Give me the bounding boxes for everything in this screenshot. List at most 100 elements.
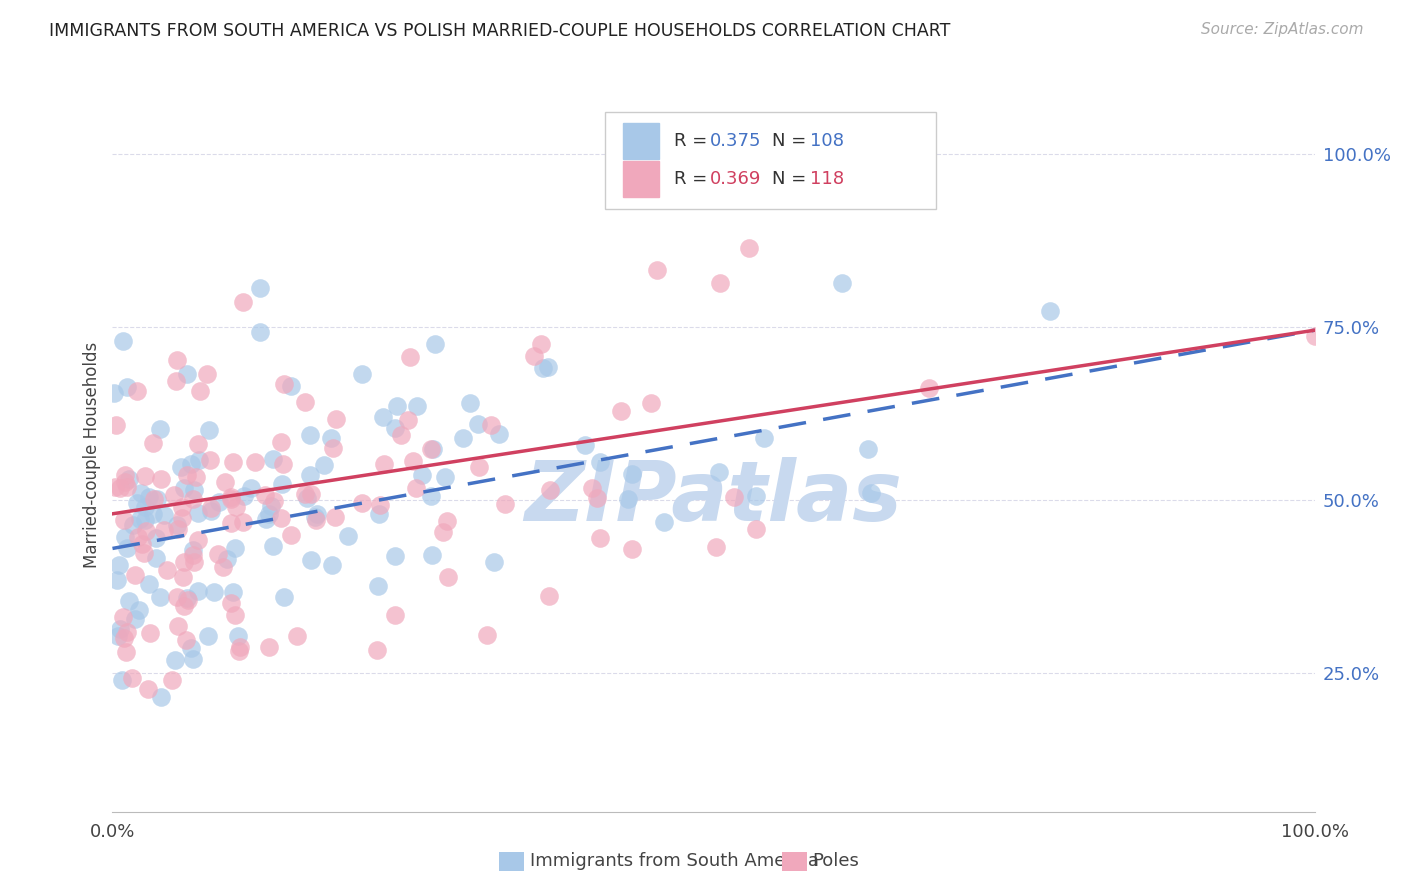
Point [214, 475, 236, 489]
Point [228, 644, 250, 658]
Point [616, 491, 638, 506]
Point [176, 368, 198, 382]
Point [183, 555, 205, 569]
Point [134, 513, 156, 527]
Point [145, 531, 167, 545]
Point [166, 352, 188, 367]
Point [187, 506, 209, 520]
Point [323, 509, 346, 524]
Point [174, 633, 197, 648]
Point [738, 241, 761, 255]
Point [128, 603, 150, 617]
Point [530, 337, 553, 351]
Point [406, 399, 429, 413]
Point [129, 486, 152, 500]
Point [384, 549, 406, 564]
Point [432, 524, 454, 539]
Point [127, 495, 149, 509]
Point [111, 673, 134, 687]
Point [745, 522, 768, 536]
Point [336, 528, 359, 542]
Point [260, 499, 283, 513]
Point [197, 423, 219, 437]
Point [108, 558, 131, 573]
Point [437, 569, 460, 583]
Point [294, 394, 316, 409]
Point [183, 491, 205, 506]
Point [537, 359, 560, 374]
Point [263, 494, 285, 508]
Point [118, 472, 141, 486]
Point [129, 512, 152, 526]
Point [468, 460, 491, 475]
Point [111, 334, 134, 349]
Point [115, 380, 138, 394]
Point [257, 508, 280, 522]
Point [458, 395, 481, 409]
Point [114, 530, 136, 544]
Point [273, 590, 295, 604]
Point [436, 514, 458, 528]
Point [420, 489, 443, 503]
Point [138, 490, 160, 504]
Point [114, 645, 136, 659]
Point [139, 626, 162, 640]
Text: 118: 118 [810, 169, 844, 187]
Point [215, 552, 238, 566]
Point [589, 455, 612, 469]
Point [304, 510, 326, 524]
Point [195, 367, 218, 381]
Point [484, 555, 506, 569]
Point [488, 426, 510, 441]
Point [208, 495, 231, 509]
Point [187, 584, 209, 599]
Point [187, 533, 209, 548]
Point [321, 558, 343, 573]
Point [143, 491, 166, 506]
Text: 0.369: 0.369 [710, 169, 761, 187]
Point [752, 431, 775, 445]
Point [136, 682, 159, 697]
Point [262, 452, 284, 467]
Point [149, 690, 172, 704]
Point [280, 527, 302, 541]
Point [188, 453, 211, 467]
Text: ZIPatlas: ZIPatlas [524, 458, 903, 538]
Point [387, 399, 409, 413]
Point [918, 381, 941, 395]
Point [451, 431, 474, 445]
Text: 108: 108 [810, 132, 844, 150]
Point [640, 396, 662, 410]
Point [366, 643, 388, 657]
Point [270, 434, 292, 449]
Point [224, 541, 246, 556]
Point [127, 384, 149, 399]
Point [384, 608, 406, 623]
Point [620, 541, 643, 556]
Point [574, 438, 596, 452]
Point [112, 631, 135, 645]
Point [350, 367, 373, 381]
Point [531, 361, 554, 376]
Point [153, 523, 176, 537]
Point [187, 437, 209, 451]
Point [704, 540, 727, 554]
Point [367, 579, 389, 593]
Point [114, 475, 136, 490]
Point [232, 294, 254, 309]
Point [160, 673, 183, 688]
Point [620, 467, 643, 482]
Point [371, 409, 394, 424]
Point [723, 490, 745, 504]
Point [115, 624, 138, 639]
Point [298, 428, 321, 442]
Point [141, 436, 163, 450]
Point [197, 629, 219, 643]
Point [170, 460, 193, 475]
Point [312, 458, 335, 472]
Point [112, 513, 135, 527]
Text: IMMIGRANTS FROM SOUTH AMERICA VS POLISH MARRIED-COUPLE HOUSEHOLDS CORRELATION CH: IMMIGRANTS FROM SOUTH AMERICA VS POLISH … [49, 22, 950, 40]
Point [207, 547, 229, 561]
Text: R =: R = [673, 169, 713, 187]
Point [145, 550, 167, 565]
